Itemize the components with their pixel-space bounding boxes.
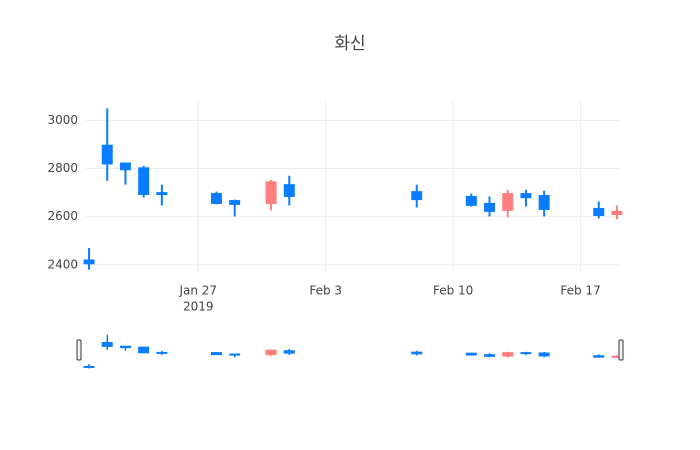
candle-body: [101, 144, 113, 165]
candle-body: [611, 210, 623, 216]
x-tick-label: Jan 27: [178, 284, 217, 298]
mini-body: [484, 354, 496, 357]
x-year-label: 2019: [183, 300, 214, 314]
mini-body: [265, 349, 277, 356]
candle-body: [83, 259, 95, 265]
candle-body: [520, 193, 532, 199]
y-tick-label: 2800: [47, 161, 78, 175]
mini-body: [156, 351, 168, 354]
mini-body: [229, 353, 241, 356]
y-tick-label: 2600: [47, 209, 78, 223]
mini-body: [538, 352, 550, 357]
candle-body: [210, 193, 222, 204]
candle-body: [484, 202, 496, 212]
candle-body: [138, 167, 150, 196]
candle-body: [229, 200, 241, 205]
mini-body: [593, 355, 605, 358]
mini-body: [502, 352, 514, 357]
mini-body: [101, 341, 113, 347]
candle-body: [283, 184, 295, 197]
x-tick-label: Feb 3: [309, 284, 342, 298]
candle-body: [156, 192, 168, 196]
mini-body: [283, 350, 295, 354]
candle-body: [538, 195, 550, 210]
candle-body: [119, 162, 131, 171]
mini-body: [83, 365, 95, 368]
mini-body: [210, 352, 222, 356]
range-handle[interactable]: [618, 339, 624, 361]
mini-body: [119, 345, 131, 349]
candle-body: [465, 195, 477, 206]
mini-body: [411, 351, 423, 355]
mini-body: [465, 352, 477, 356]
range-handle[interactable]: [76, 339, 82, 361]
mini-body: [138, 346, 150, 354]
candle-body: [593, 207, 605, 216]
x-tick-label: Feb 10: [433, 284, 473, 298]
y-tick-label: 2400: [47, 257, 78, 271]
mini-body: [520, 352, 532, 355]
candle-body: [502, 193, 514, 211]
candle-body: [411, 191, 423, 201]
chart-title: 화신: [334, 34, 365, 54]
x-tick-label: Feb 17: [560, 284, 600, 298]
y-tick-label: 3000: [47, 113, 78, 127]
candle-body: [265, 181, 277, 204]
